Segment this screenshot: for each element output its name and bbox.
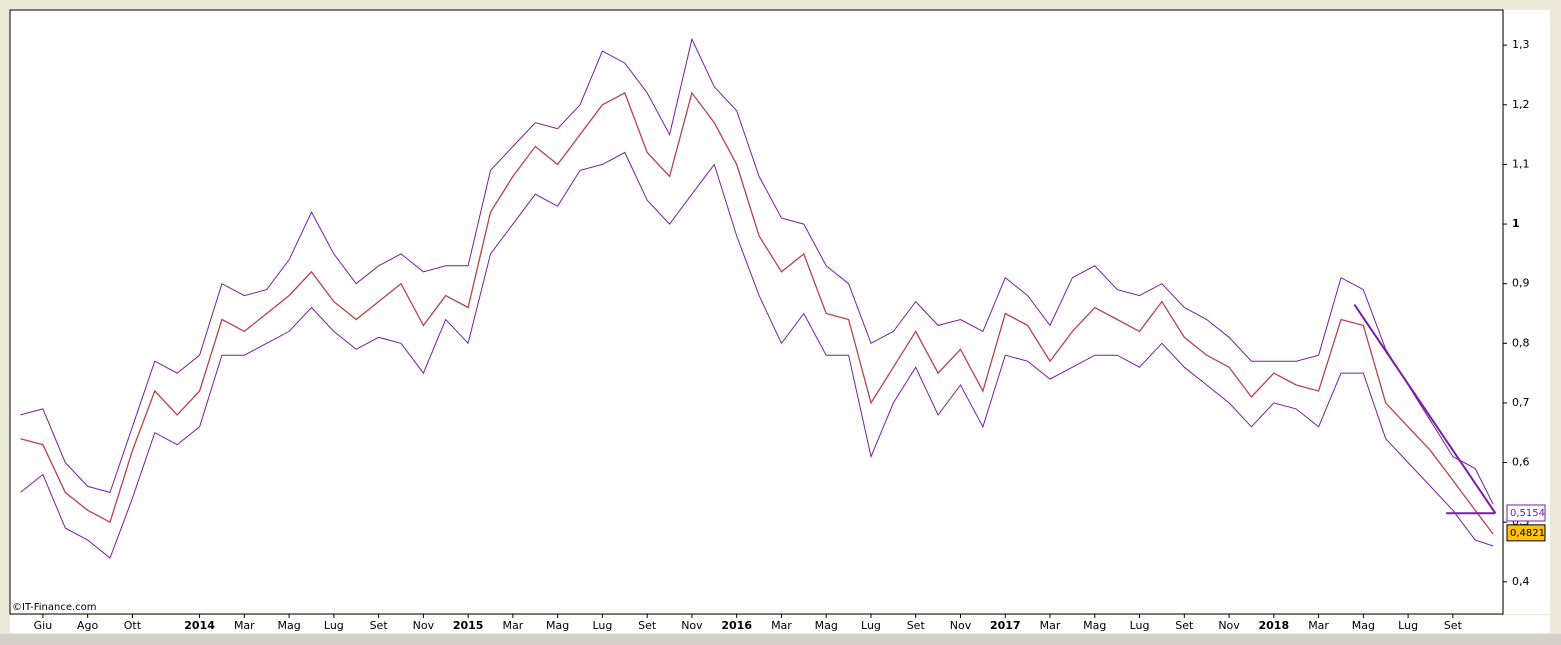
x-tick-label: Ago <box>77 619 99 632</box>
x-tick-label: Mar <box>1040 619 1061 632</box>
x-tick-label: 2018 <box>1259 619 1290 632</box>
x-tick-label: 2015 <box>453 619 484 632</box>
price-line <box>20 91 1494 535</box>
price-label-box <box>1506 524 1546 542</box>
x-tick-label: Mar <box>771 619 792 632</box>
toolbar <box>0 634 1561 645</box>
x-tick-label: Mag <box>815 619 838 632</box>
x-tick-label: Mar <box>1308 619 1329 632</box>
x-tick-label: Lug <box>1130 619 1150 632</box>
x-tick-label: Mag <box>546 619 569 632</box>
x-tick-label: Mar <box>503 619 524 632</box>
x-tick-label: Set <box>1175 619 1194 632</box>
x-tick-label: Giu <box>34 619 53 632</box>
x-tick-label: 2017 <box>990 619 1021 632</box>
y-tick-label: 0,7 <box>1512 396 1530 409</box>
x-axis-area <box>10 615 1550 633</box>
y-tick-label: 1,1 <box>1512 157 1530 170</box>
trend-line <box>1353 303 1497 514</box>
band-line <box>20 37 1494 505</box>
x-tick-label: Mag <box>1352 619 1375 632</box>
x-tick-label: Nov <box>1218 619 1240 632</box>
x-tick-label: Nov <box>950 619 972 632</box>
x-tick-label: Set <box>1444 619 1463 632</box>
y-tick-label: 1 <box>1512 217 1520 230</box>
x-tick-label: 2016 <box>721 619 752 632</box>
plot-area <box>9 9 1504 615</box>
y-tick-label: 0,4 <box>1512 575 1530 588</box>
y-tick-label: 1,2 <box>1512 98 1530 111</box>
x-tick-label: Mar <box>234 619 255 632</box>
x-tick-label: Lug <box>861 619 881 632</box>
x-tick-label: Set <box>370 619 389 632</box>
price-label-box <box>1506 504 1546 522</box>
y-tick-label: 0,6 <box>1512 456 1530 469</box>
x-tick-label: 2014 <box>184 619 215 632</box>
x-tick-label: Lug <box>1398 619 1418 632</box>
price-label: 0,5154 <box>1510 508 1545 519</box>
y-tick-label: 1,3 <box>1512 38 1530 51</box>
price-label: 0,4821 <box>1510 528 1545 539</box>
x-tick-label: Set <box>638 619 657 632</box>
x-tick-label: Mag <box>1083 619 1106 632</box>
x-tick-label: Lug <box>324 619 344 632</box>
x-tick-label: Lug <box>592 619 612 632</box>
x-tick-label: Nov <box>413 619 435 632</box>
band-line <box>20 151 1494 559</box>
y-tick-label: 0,9 <box>1512 277 1530 290</box>
x-tick-label: Nov <box>681 619 703 632</box>
x-tick-label: Ott <box>124 619 142 632</box>
watermark: ©IT-Finance.com <box>12 602 97 613</box>
y-tick-label: 0,8 <box>1512 336 1530 349</box>
x-tick-label: Mag <box>277 619 300 632</box>
x-tick-label: Set <box>907 619 926 632</box>
